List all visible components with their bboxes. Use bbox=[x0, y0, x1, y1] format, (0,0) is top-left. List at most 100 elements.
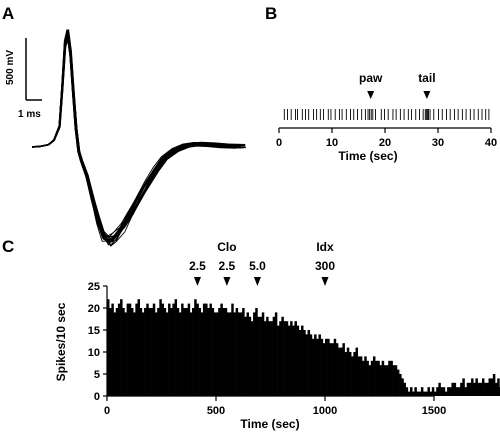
histogram-bar bbox=[331, 343, 335, 396]
histogram-bar bbox=[377, 360, 380, 396]
histogram-bar bbox=[486, 382, 489, 396]
histogram-bar bbox=[471, 378, 474, 396]
histogram-bar bbox=[381, 360, 385, 396]
histogram-bar bbox=[109, 308, 112, 396]
histogram-bar bbox=[475, 378, 478, 396]
histogram-bar bbox=[117, 303, 121, 396]
histogram-bar bbox=[126, 303, 130, 396]
histogram-bar bbox=[170, 308, 173, 396]
histogram-bar bbox=[235, 308, 239, 396]
waveform-traces bbox=[31, 29, 247, 247]
histogram-bar bbox=[163, 308, 167, 396]
histogram-bar bbox=[202, 303, 206, 396]
histogram-bar bbox=[285, 321, 289, 396]
histogram-bar bbox=[468, 382, 472, 396]
histogram-bar bbox=[120, 299, 123, 396]
histogram-bar bbox=[165, 312, 169, 396]
histogram-bar bbox=[209, 303, 212, 396]
histogram-bar bbox=[477, 382, 481, 396]
histogram-bar bbox=[396, 369, 400, 396]
histogram-bar bbox=[296, 325, 300, 396]
raster-x-axis-label: Time (sec) bbox=[338, 149, 397, 163]
histogram-bar bbox=[257, 316, 260, 396]
histogram-bar bbox=[189, 312, 193, 396]
histogram-bar bbox=[168, 303, 171, 396]
histogram-bar bbox=[246, 312, 249, 396]
histogram-bar bbox=[388, 360, 391, 396]
histogram-bar bbox=[427, 387, 430, 396]
histogram-bar bbox=[497, 378, 500, 396]
histogram-annotations: Clo 2.5 2.5 5.0 Idx 300 bbox=[189, 240, 335, 286]
histogram-y-axis-label: Spikes/10 sec bbox=[54, 302, 68, 381]
histogram-bar bbox=[122, 308, 125, 396]
histogram-bar bbox=[174, 299, 178, 396]
histogram-bar bbox=[449, 387, 452, 396]
drug-label: Clo bbox=[217, 240, 236, 254]
histogram-bar bbox=[325, 338, 328, 396]
dose-label: 300 bbox=[315, 259, 335, 273]
dose-arrow bbox=[253, 277, 261, 286]
x-tick-label: 10 bbox=[326, 137, 338, 149]
histogram-bar bbox=[263, 321, 267, 396]
histogram-bar bbox=[316, 338, 319, 396]
histogram-bar bbox=[488, 378, 491, 396]
histogram-bar bbox=[473, 382, 476, 396]
histogram-bar bbox=[268, 321, 271, 396]
histogram-bar bbox=[490, 378, 494, 396]
x-tick-label: 20 bbox=[379, 137, 391, 149]
x-tick-label: 1500 bbox=[422, 405, 446, 417]
stimulus-arrow bbox=[367, 91, 375, 99]
histogram-bar bbox=[438, 382, 441, 396]
histogram-bar bbox=[420, 387, 424, 396]
waveform-trace bbox=[31, 33, 242, 241]
histogram-x-ticks: 0 500 1000 1500 bbox=[104, 396, 446, 417]
histogram-bar bbox=[192, 308, 195, 396]
histogram-bar bbox=[414, 387, 417, 396]
histogram-bar bbox=[353, 352, 356, 396]
histogram-bar bbox=[410, 387, 413, 396]
histogram-bar bbox=[233, 312, 236, 396]
histogram-bar bbox=[346, 347, 350, 396]
histogram-bar bbox=[266, 316, 269, 396]
dose-arrow bbox=[321, 277, 329, 286]
histogram-bar bbox=[244, 316, 247, 396]
x-tick-label: 1000 bbox=[313, 405, 337, 417]
histogram-bar bbox=[248, 316, 252, 396]
histogram-bar bbox=[231, 303, 234, 396]
histogram-bars bbox=[107, 299, 500, 396]
panel-c-histogram: 0 5 10 15 20 25 0 500 1000 1500 Clo 2.5 2.5 5.0 Idx 3… bbox=[54, 240, 500, 431]
histogram-bar bbox=[386, 365, 389, 396]
histogram-bar bbox=[460, 382, 463, 396]
raster-annotations: paw tail bbox=[359, 71, 436, 99]
histogram-bar bbox=[220, 303, 223, 396]
drug-label: Idx bbox=[316, 240, 334, 254]
histogram-bar bbox=[183, 308, 186, 396]
histogram-bar bbox=[128, 303, 132, 396]
histogram-bar bbox=[405, 387, 409, 396]
histogram-bar bbox=[113, 312, 117, 396]
scale-bar-time-label: 1 ms bbox=[18, 109, 41, 120]
panel-a-waveforms: 500 mV 1 ms bbox=[5, 29, 247, 247]
histogram-bar bbox=[229, 312, 232, 396]
histogram-bar bbox=[130, 308, 134, 396]
histogram-bar bbox=[447, 387, 450, 396]
histogram-bar bbox=[451, 382, 454, 396]
histogram-bar bbox=[161, 303, 164, 396]
histogram-bar bbox=[440, 387, 444, 396]
y-tick-label: 5 bbox=[94, 369, 100, 381]
histogram-bar bbox=[159, 299, 162, 396]
panel-letter-c: C bbox=[2, 237, 14, 256]
histogram-bar bbox=[311, 338, 315, 396]
histogram-bar bbox=[340, 347, 343, 396]
x-tick-label: 0 bbox=[276, 137, 282, 149]
y-tick-label: 25 bbox=[88, 281, 100, 293]
histogram-bar bbox=[370, 360, 374, 396]
histogram-bar bbox=[253, 312, 256, 396]
histogram-bar bbox=[255, 308, 258, 396]
y-tick-label: 10 bbox=[88, 347, 100, 359]
histogram-bar bbox=[309, 334, 313, 396]
dose-label: 2.5 bbox=[219, 259, 236, 273]
histogram-bar bbox=[355, 347, 358, 396]
histogram-bar bbox=[329, 343, 332, 396]
histogram-bar bbox=[292, 325, 295, 396]
